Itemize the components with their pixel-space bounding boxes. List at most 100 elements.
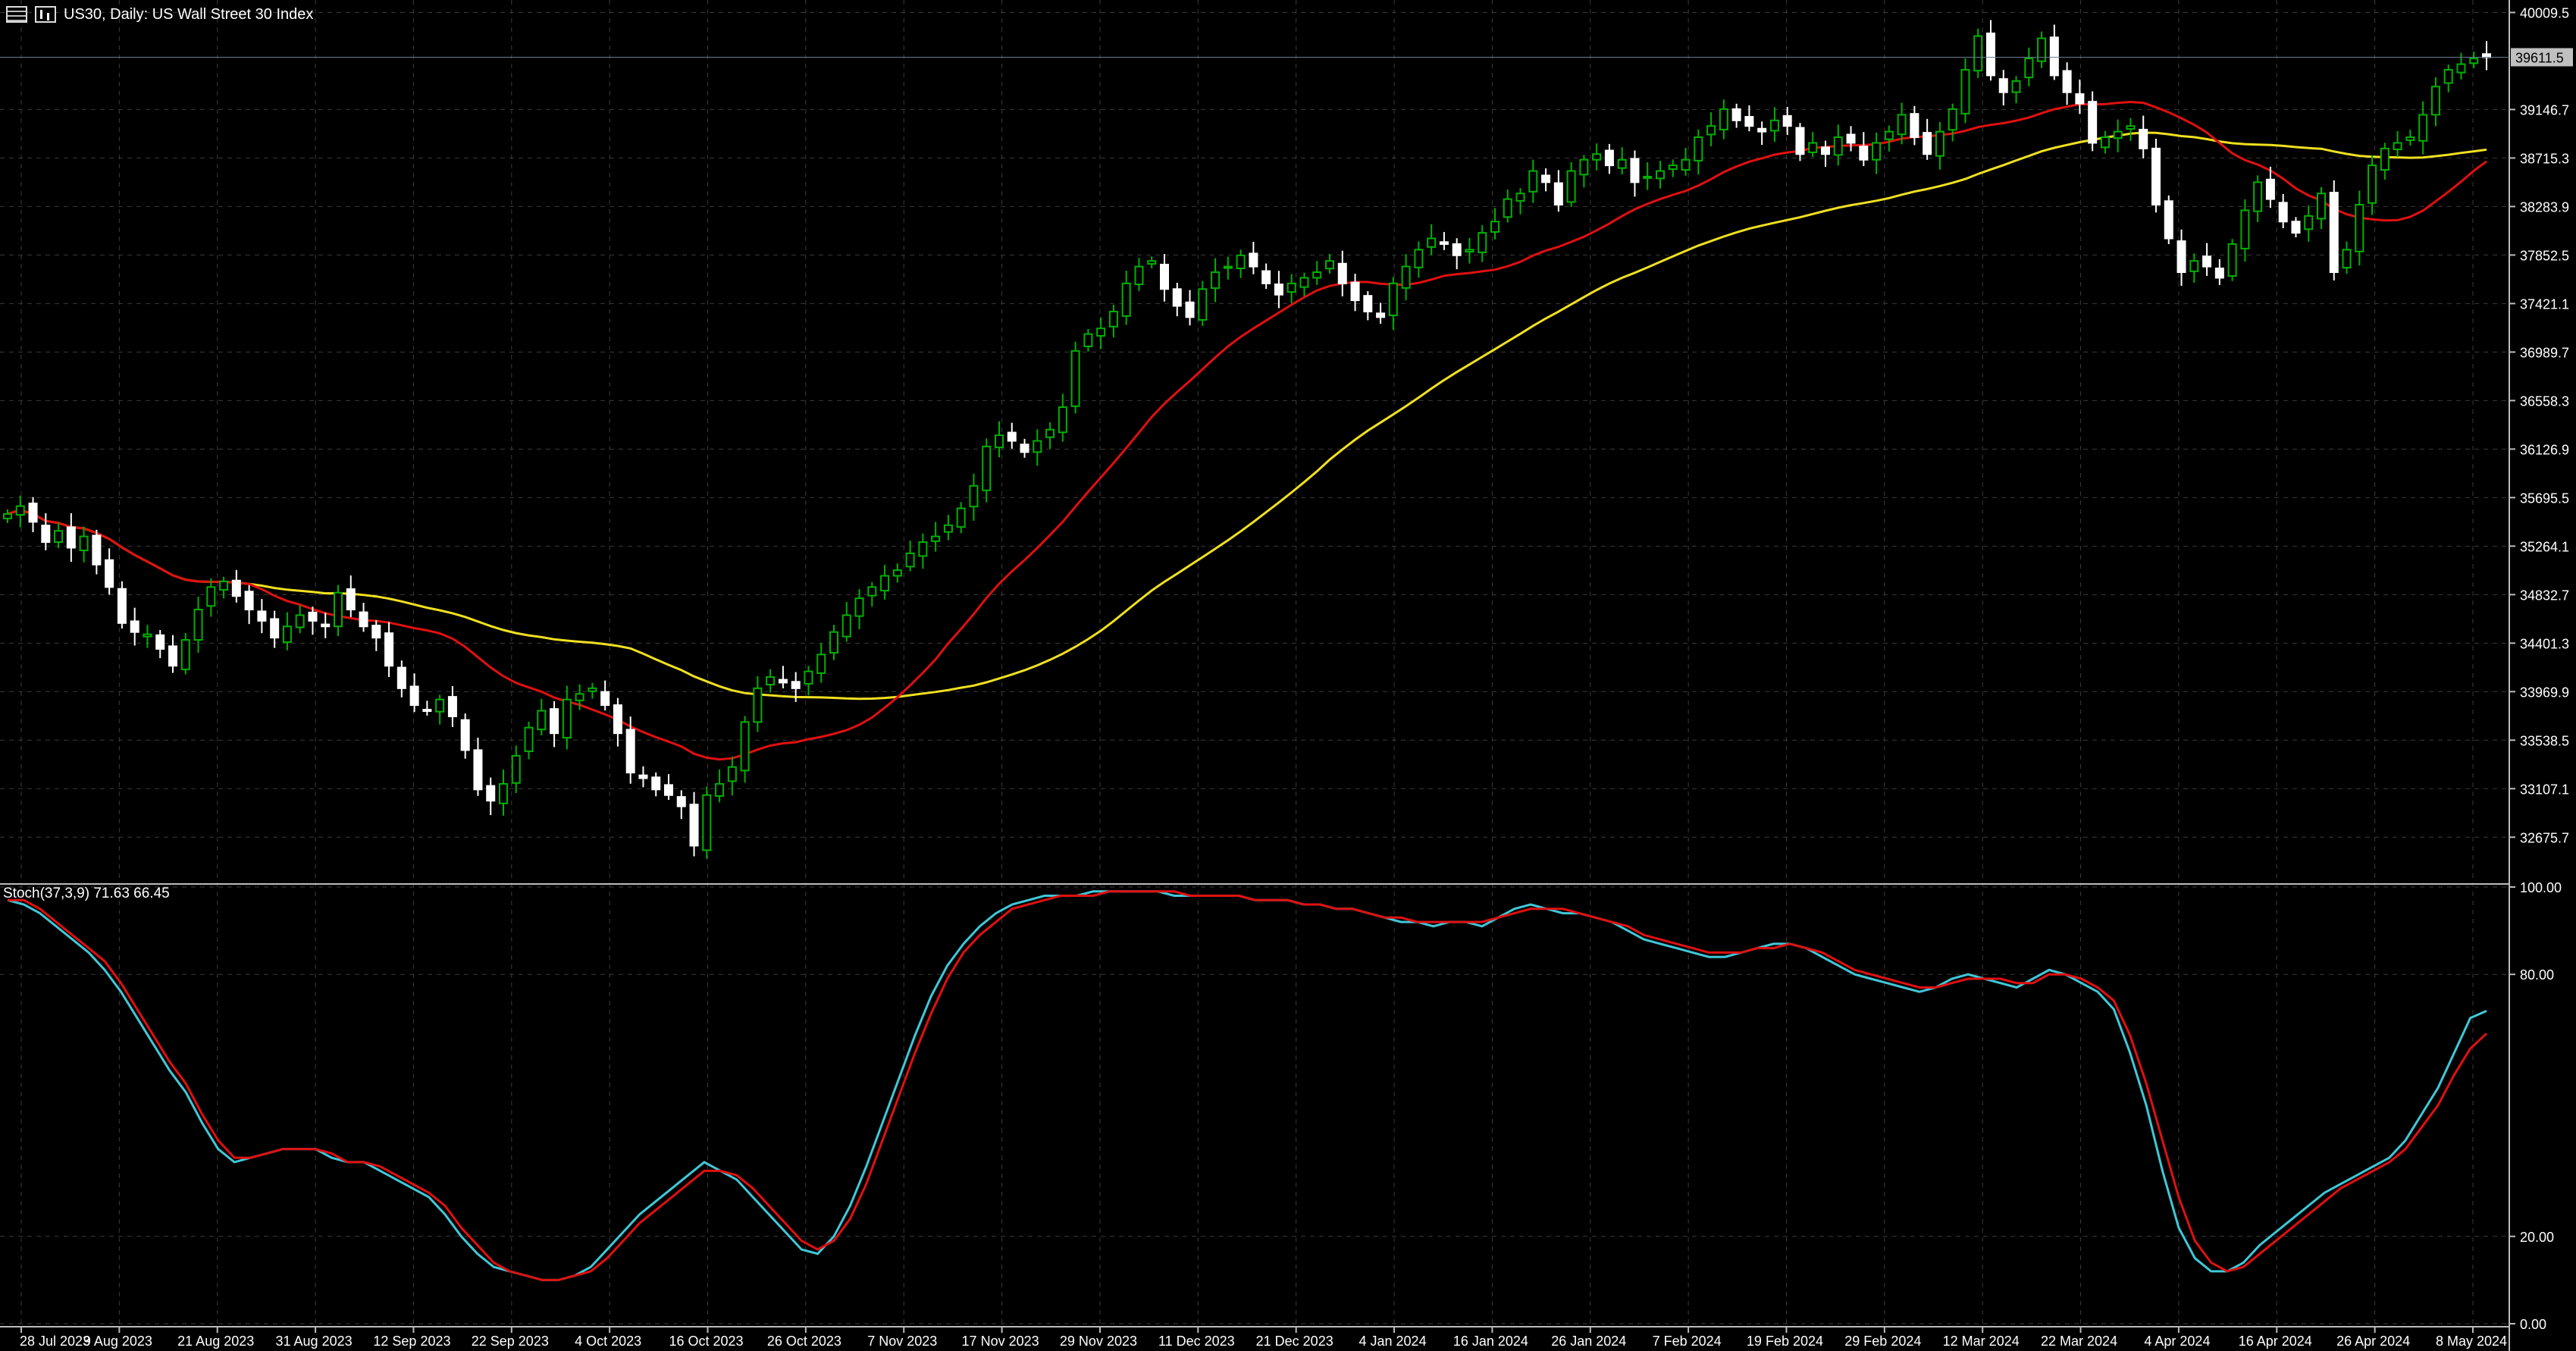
candle	[2405, 130, 2415, 146]
candle	[282, 612, 292, 650]
candle	[511, 745, 521, 794]
candle	[2037, 31, 2047, 68]
time-tick-label: 22 Mar 2024	[2041, 1334, 2117, 1349]
candle	[384, 622, 394, 678]
candle	[1337, 250, 1347, 296]
candle	[92, 529, 102, 575]
candle	[422, 701, 432, 716]
candle	[219, 576, 229, 599]
candle	[1528, 159, 1538, 203]
candle	[1070, 341, 1080, 414]
candle	[435, 694, 445, 725]
candle	[1096, 317, 1106, 350]
candle	[231, 569, 241, 603]
candle	[2049, 24, 2059, 80]
candle	[2075, 79, 2085, 114]
candle	[1923, 118, 1932, 160]
candle	[1108, 304, 1118, 338]
price-tick-label: 35264.1	[2520, 539, 2569, 554]
candle	[2342, 241, 2352, 274]
candle	[117, 581, 127, 629]
price-tick-label: 38715.3	[2520, 151, 2569, 166]
candle	[130, 607, 139, 646]
stoch-tick-label: 20.00	[2520, 1230, 2554, 1245]
candle	[359, 603, 368, 632]
price-tick-label: 38283.9	[2520, 199, 2569, 215]
table-icon[interactable]	[6, 6, 27, 23]
price-tick-label: 32675.7	[2520, 830, 2569, 845]
candle	[41, 513, 51, 550]
candle	[2240, 199, 2250, 262]
time-tick-label: 7 Feb 2024	[1653, 1334, 1722, 1349]
candle	[1541, 168, 1551, 192]
candle	[1363, 291, 1373, 321]
candle	[880, 565, 890, 600]
candle	[2139, 115, 2148, 158]
candle	[371, 620, 381, 651]
time-tick-label: 21 Dec 2023	[1256, 1334, 1333, 1349]
candle	[1515, 188, 1525, 215]
candle	[766, 669, 776, 693]
time-tick-label: 4 Jan 2024	[1359, 1334, 1427, 1349]
candle	[2151, 138, 2161, 213]
candle	[1020, 438, 1029, 458]
candle	[1414, 241, 1424, 278]
time-tick-label: 4 Oct 2023	[575, 1334, 641, 1349]
candle	[2291, 217, 2301, 238]
candle	[2469, 52, 2479, 68]
candle	[1134, 258, 1144, 291]
candle	[1452, 238, 1462, 270]
time-tick-label: 22 Sep 2023	[472, 1334, 549, 1349]
candle	[460, 713, 470, 759]
candle	[664, 774, 673, 800]
candle	[1973, 28, 1983, 78]
price-tick-label: 39146.7	[2520, 102, 2569, 118]
candle	[2100, 130, 2110, 154]
candle	[2265, 166, 2275, 208]
candle	[1731, 103, 1741, 128]
candle	[1579, 155, 1589, 188]
candle	[1833, 124, 1843, 166]
candle	[28, 497, 38, 532]
chart-title-bar: US30, Daily: US Wall Street 30 Index	[6, 3, 313, 26]
candle	[943, 515, 953, 541]
time-tick-label: 26 Jan 2024	[1551, 1334, 1626, 1349]
candle	[1656, 161, 1665, 189]
candle	[1007, 422, 1017, 449]
candle	[689, 791, 699, 857]
candle	[1884, 125, 1894, 152]
time-tick-label: 26 Apr 2024	[2336, 1334, 2410, 1349]
candle	[396, 660, 406, 697]
candle	[1821, 140, 1830, 168]
candlestick-chart-icon[interactable]	[35, 6, 56, 23]
candle	[995, 421, 1004, 458]
candlestick-series	[3, 20, 2491, 859]
candle	[1274, 271, 1283, 309]
candle	[1325, 253, 1334, 274]
candle	[1350, 274, 1360, 312]
candle	[270, 610, 280, 648]
candle	[537, 698, 547, 735]
candle	[193, 596, 203, 654]
candle	[1312, 261, 1322, 285]
candle	[1299, 272, 1309, 296]
candle	[740, 716, 750, 783]
candle	[1401, 254, 1411, 301]
candle	[2176, 229, 2186, 286]
candle	[1998, 70, 2008, 106]
candle	[1566, 161, 1576, 207]
candle	[1630, 150, 1640, 197]
candle	[829, 625, 838, 660]
time-tick-label: 12 Mar 2024	[1943, 1334, 2020, 1349]
candle	[676, 790, 686, 820]
candle	[1033, 429, 1042, 466]
candle	[1058, 393, 1067, 442]
time-tick-label: 28 Jul 2023	[20, 1334, 90, 1349]
candle	[143, 625, 152, 648]
candle	[2380, 143, 2390, 180]
candle	[2304, 205, 2314, 242]
candle	[168, 635, 177, 673]
